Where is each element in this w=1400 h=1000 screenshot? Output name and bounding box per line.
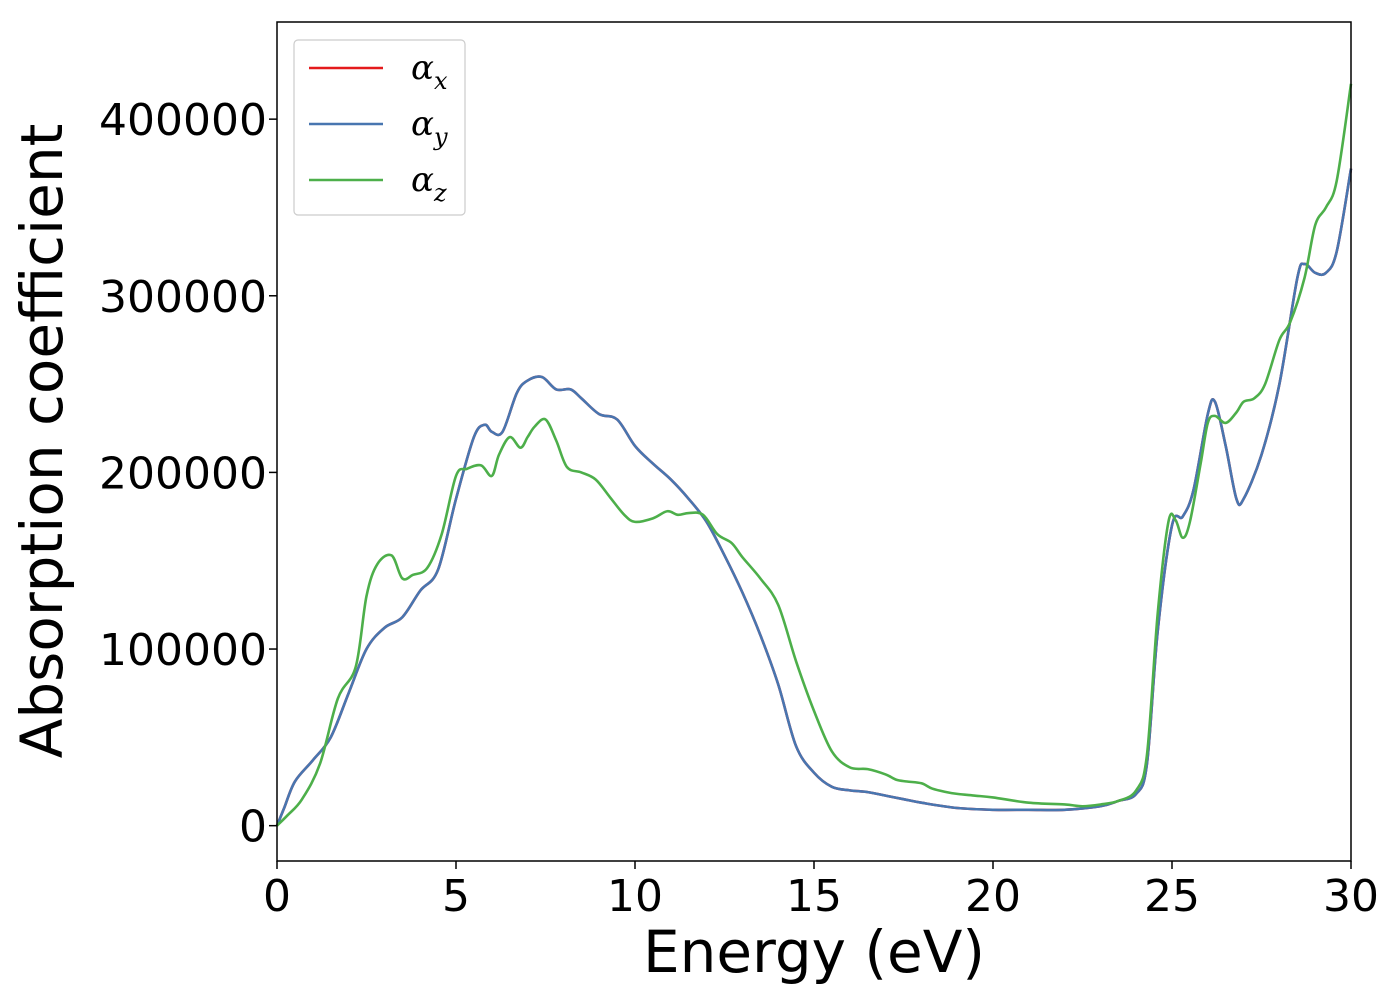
series-line-3 — [276, 83, 1353, 827]
y-tick-label: 400000 — [99, 95, 267, 146]
legend-label: αx — [411, 48, 448, 95]
x-tick-label: 20 — [965, 871, 1021, 922]
y-tick-label: 200000 — [99, 448, 267, 499]
y-axis-label: Absorption coefficient — [8, 124, 76, 759]
x-axis-label: Energy (eV) — [643, 918, 985, 986]
x-tick-label: 10 — [607, 871, 663, 922]
x-tick-label: 25 — [1144, 871, 1200, 922]
y-tick-label: 100000 — [99, 625, 267, 676]
y-tick-label: 0 — [239, 802, 267, 853]
y-axis: 0 100000 200000 300000 400000 — [99, 95, 277, 853]
x-tick-label: 5 — [442, 871, 470, 922]
series-lines — [275, 83, 1353, 827]
x-tick-label: 30 — [1323, 871, 1379, 922]
x-tick-label: 15 — [786, 871, 842, 922]
y-tick-label: 300000 — [99, 272, 267, 323]
legend-label: αy — [411, 104, 448, 151]
x-tick-label: 0 — [263, 871, 291, 922]
series-line-1 — [275, 168, 1353, 827]
series-line-2 — [275, 168, 1353, 827]
legend-box — [293, 39, 466, 216]
x-axis: 0 5 10 15 20 25 30 — [263, 861, 1379, 922]
